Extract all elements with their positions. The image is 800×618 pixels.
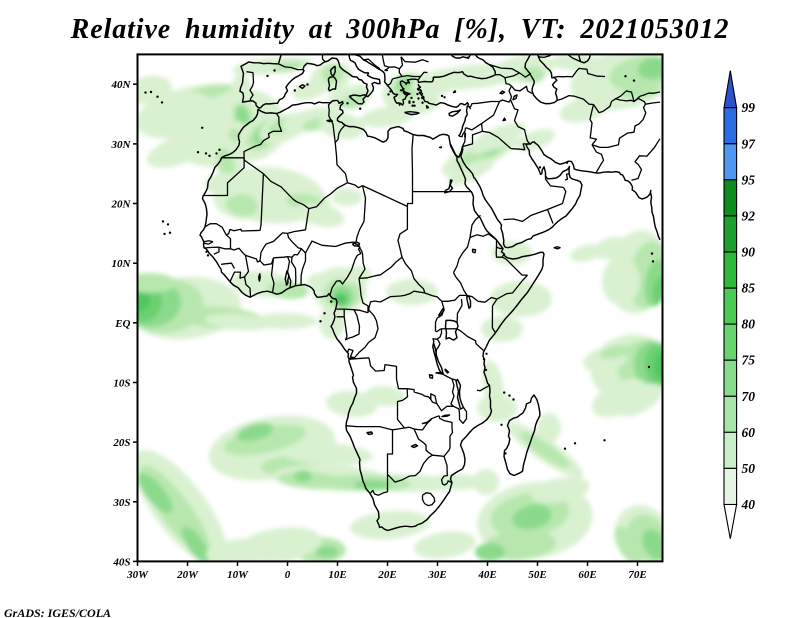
svg-text:40N: 40N [111, 79, 132, 91]
svg-text:99: 99 [742, 100, 756, 115]
svg-text:70E: 70E [628, 569, 646, 581]
svg-text:30N: 30N [111, 139, 132, 151]
svg-text:20S: 20S [112, 437, 130, 449]
svg-text:80: 80 [742, 317, 756, 332]
svg-text:60E: 60E [578, 569, 596, 581]
svg-text:75: 75 [742, 353, 756, 368]
svg-text:EQ: EQ [114, 318, 130, 330]
svg-text:20N: 20N [111, 199, 132, 211]
svg-text:40: 40 [741, 497, 756, 512]
svg-text:60: 60 [742, 425, 756, 440]
svg-text:10N: 10N [112, 258, 132, 270]
svg-text:20E: 20E [377, 569, 396, 581]
svg-text:92: 92 [742, 208, 756, 223]
svg-text:10W: 10W [227, 569, 249, 581]
svg-text:50: 50 [742, 461, 756, 476]
svg-text:30E: 30E [427, 569, 446, 581]
svg-text:50E: 50E [528, 569, 546, 581]
svg-text:30S: 30S [112, 497, 130, 509]
svg-text:30W: 30W [126, 569, 149, 581]
svg-text:0: 0 [285, 569, 291, 581]
svg-text:70: 70 [742, 389, 756, 404]
svg-text:GrADS: IGES/COLA: GrADS: IGES/COLA [4, 606, 111, 618]
svg-text:90: 90 [742, 245, 756, 260]
svg-text:Relative humidity at 300hPa [%: Relative humidity at 300hPa [%], VT: 202… [70, 14, 730, 45]
svg-text:40E: 40E [477, 569, 496, 581]
svg-text:85: 85 [742, 281, 756, 296]
svg-text:40S: 40S [112, 556, 130, 568]
svg-text:10S: 10S [113, 378, 130, 390]
svg-text:20W: 20W [176, 569, 199, 581]
svg-text:97: 97 [742, 136, 757, 151]
svg-text:10E: 10E [328, 569, 346, 581]
svg-text:95: 95 [742, 172, 756, 187]
